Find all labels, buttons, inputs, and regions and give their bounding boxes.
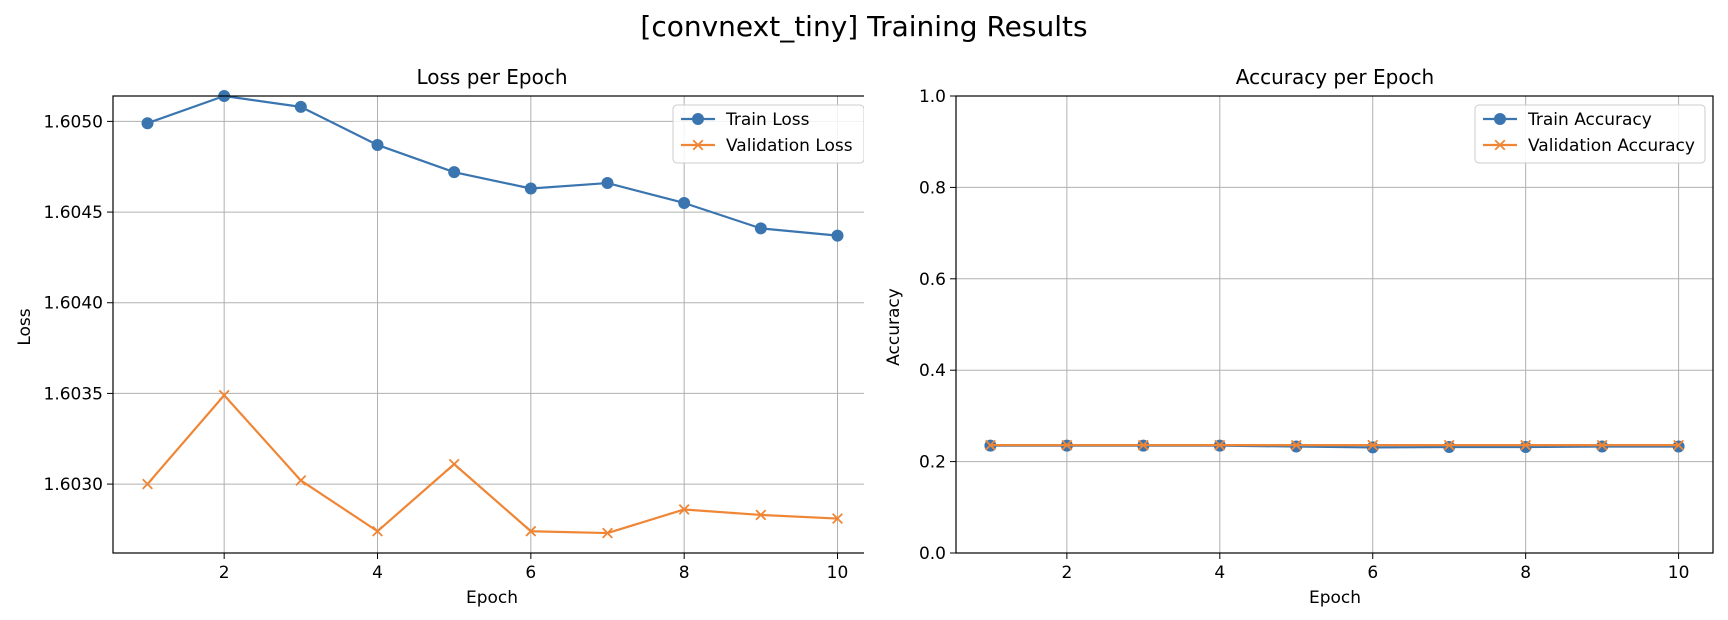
data-point — [984, 439, 996, 451]
data-point — [1214, 439, 1226, 451]
data-point — [754, 222, 767, 235]
x-tick-label: 6 — [525, 563, 536, 583]
data-point — [1367, 439, 1379, 451]
data-point — [1290, 439, 1302, 451]
data-point — [1290, 440, 1303, 453]
data-point — [371, 138, 384, 151]
axes-frame — [112, 95, 864, 554]
x-tick-label: 10 — [1668, 563, 1690, 583]
x-tick-label: 2 — [1061, 563, 1072, 583]
axes-frame — [955, 95, 1714, 554]
data-point — [295, 475, 307, 486]
x-tick-label: 4 — [1214, 563, 1225, 583]
y-axis-label: Loss — [15, 308, 35, 345]
data-point — [1596, 440, 1609, 453]
legend: Train Accuracy Validation Accuracy — [1474, 104, 1706, 164]
chart-title: Loss per Epoch — [416, 65, 567, 89]
data-point — [1366, 441, 1379, 454]
data-point — [218, 389, 230, 401]
data-point — [1443, 439, 1455, 451]
data-point — [1137, 439, 1149, 451]
x-tick-label: 8 — [679, 563, 690, 583]
x-tick-label: 8 — [1520, 563, 1531, 583]
data-point — [448, 458, 460, 470]
x-axis-label: Epoch — [466, 588, 518, 608]
data-point — [372, 525, 383, 537]
data-point — [832, 513, 843, 524]
data-point — [1672, 440, 1685, 453]
accuracy-chart: Accuracy per Epoch Epoch Accuracy 2 4 6 8 10… — [884, 65, 1714, 608]
x-tick-label: 10 — [827, 563, 849, 583]
x-tick-label: 4 — [372, 563, 383, 583]
x-tick-label: 6 — [1367, 563, 1378, 583]
plot-area: 2 4 6 8 10 0.0 0.2 0.4 0.6 0.8 1.0 — [919, 87, 1714, 583]
legend-label: Train Loss — [725, 110, 810, 130]
y-tick-label: 1.6045 — [44, 203, 103, 223]
data-point — [1673, 439, 1685, 451]
legend-marker — [1494, 113, 1506, 125]
y-tick-label: 1.0 — [919, 87, 946, 107]
data-point — [1061, 439, 1073, 451]
y-tick-label: 1.6035 — [44, 384, 103, 404]
data-point — [602, 527, 613, 539]
data-point — [678, 196, 691, 209]
legend-marker — [692, 139, 704, 151]
y-tick-label: 0.6 — [919, 270, 946, 290]
y-tick-label: 1.6040 — [44, 294, 103, 314]
data-point — [142, 478, 153, 490]
data-point — [601, 177, 614, 190]
data-point — [1443, 440, 1456, 453]
y-tick-label: 0.8 — [919, 178, 946, 198]
figure-title: [convnext_tiny] Training Results — [640, 10, 1088, 43]
plot-area: 2 4 6 8 10 1.6030 1.6035 1.6040 1.6045 1.6050 — [44, 90, 864, 583]
data-point — [831, 229, 844, 242]
data-point — [141, 117, 154, 130]
y-tick-label: 0.2 — [919, 453, 946, 473]
data-point — [1520, 439, 1532, 451]
loss-chart: Loss per Epoch Epoch Loss 2 4 6 8 10 1.6030 1.… — [15, 65, 864, 608]
legend-marker — [1494, 139, 1506, 151]
y-tick-label: 1.6050 — [44, 112, 103, 132]
data-point — [755, 509, 767, 521]
y-tick-label: 0.0 — [919, 544, 946, 564]
legend-marker — [692, 113, 704, 125]
data-point — [1519, 440, 1532, 453]
x-tick-label: 2 — [219, 563, 230, 583]
y-tick-label: 1.6030 — [44, 475, 103, 495]
data-point — [524, 182, 537, 195]
chart-title: Accuracy per Epoch — [1236, 65, 1435, 89]
y-tick-label: 0.4 — [919, 361, 946, 381]
legend-box — [672, 104, 864, 164]
x-axis-label: Epoch — [1309, 588, 1361, 608]
y-axis-label: Accuracy — [884, 288, 904, 366]
series-line — [147, 94, 838, 237]
series-line — [146, 394, 838, 535]
data-point — [448, 166, 461, 179]
data-point — [678, 504, 690, 515]
legend-label: Train Accuracy — [1527, 110, 1652, 130]
data-point — [1596, 439, 1608, 451]
data-point — [294, 100, 307, 113]
legend: Train Loss Validation Loss — [672, 104, 864, 164]
legend-label: Validation Accuracy — [1528, 136, 1695, 156]
legend-label: Validation Loss — [726, 136, 853, 156]
data-point — [525, 525, 537, 537]
legend-box — [1474, 104, 1706, 164]
